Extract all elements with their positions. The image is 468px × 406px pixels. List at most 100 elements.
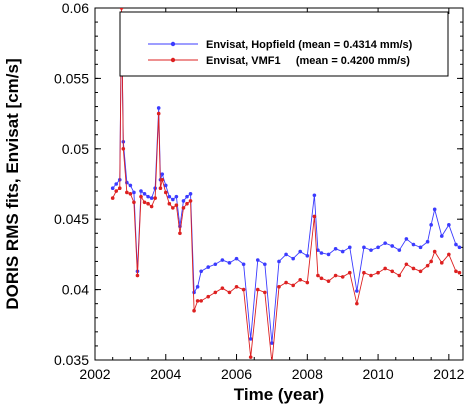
data-point-hopfield xyxy=(171,197,175,202)
data-point-vmf1 xyxy=(114,189,119,193)
data-point-hopfield xyxy=(404,237,409,241)
data-point-hopfield xyxy=(110,186,115,191)
data-point-hopfield xyxy=(149,196,154,200)
data-point-vmf1 xyxy=(432,249,437,254)
data-point-hopfield xyxy=(355,289,359,293)
data-point-hopfield xyxy=(199,269,203,274)
data-point-hopfield xyxy=(263,262,267,267)
data-point-vmf1 xyxy=(227,290,232,295)
data-point-vmf1 xyxy=(319,276,324,281)
data-point-vmf1 xyxy=(270,361,274,365)
x-tick-label: 2002 xyxy=(79,366,110,382)
data-point-vmf1 xyxy=(355,301,359,306)
data-point-vmf1 xyxy=(163,190,168,195)
data-point-hopfield xyxy=(429,223,433,227)
data-point-hopfield xyxy=(114,182,119,186)
data-point-vmf1 xyxy=(255,287,260,292)
x-tick-label: 2012 xyxy=(433,366,464,382)
y-tick-label: 0.055 xyxy=(54,70,89,86)
data-point-hopfield xyxy=(291,256,295,261)
data-point-hopfield xyxy=(160,172,165,176)
data-point-vmf1 xyxy=(153,196,157,200)
data-point-hopfield xyxy=(139,189,143,193)
x-tick-label: 2010 xyxy=(362,366,393,382)
data-point-vmf1 xyxy=(158,186,163,191)
data-point-vmf1 xyxy=(178,231,182,236)
data-point-hopfield xyxy=(447,223,451,227)
data-point-vmf1 xyxy=(425,263,430,268)
data-point-vmf1 xyxy=(234,284,239,289)
data-point-vmf1 xyxy=(213,290,218,295)
y-tick-label: 0.035 xyxy=(54,352,89,368)
data-point-vmf1 xyxy=(199,299,203,303)
data-point-hopfield xyxy=(167,194,172,199)
data-point-hopfield xyxy=(362,245,366,250)
data-point-hopfield xyxy=(376,245,380,250)
data-point-vmf1 xyxy=(333,273,338,278)
data-point-hopfield xyxy=(411,242,416,247)
data-point-vmf1 xyxy=(383,266,387,271)
data-point-hopfield xyxy=(316,248,320,252)
data-point-hopfield xyxy=(156,106,161,110)
y-tick-label: 0.05 xyxy=(62,141,89,157)
x-tick-label: 2008 xyxy=(292,366,323,382)
data-point-hopfield xyxy=(319,251,324,255)
data-point-hopfield xyxy=(347,245,352,250)
y-tick-label: 0.045 xyxy=(54,211,89,227)
data-point-vmf1 xyxy=(298,277,303,282)
data-point-hopfield xyxy=(326,252,331,257)
y-tick-label: 0.04 xyxy=(62,282,89,298)
data-point-vmf1 xyxy=(117,186,122,191)
data-point-vmf1 xyxy=(418,269,423,274)
legend: Envisat, Hopfield (mean = 0.4314 mm/s) E… xyxy=(119,11,449,77)
data-point-vmf1 xyxy=(404,262,409,267)
data-point-vmf1 xyxy=(110,196,115,200)
data-point-vmf1 xyxy=(167,201,172,206)
data-point-hopfield xyxy=(397,248,402,252)
data-point-hopfield xyxy=(195,284,200,289)
data-point-vmf1 xyxy=(263,290,267,295)
data-point-hopfield xyxy=(425,239,430,244)
data-point-vmf1 xyxy=(128,192,133,196)
data-point-vmf1 xyxy=(185,201,189,206)
legend-label-hopfield: Envisat, Hopfield (mean = 0.4314 mm/s) xyxy=(206,39,413,51)
data-point-vmf1 xyxy=(206,294,211,299)
data-point-hopfield xyxy=(220,258,225,262)
data-point-hopfield xyxy=(128,183,133,188)
data-point-vmf1 xyxy=(156,111,161,116)
data-point-hopfield xyxy=(132,190,136,195)
data-point-vmf1 xyxy=(284,280,288,285)
data-point-hopfield xyxy=(457,245,462,250)
data-point-vmf1 xyxy=(362,270,366,275)
data-point-vmf1 xyxy=(132,200,136,205)
data-point-vmf1 xyxy=(142,200,147,205)
x-tick-label: 2006 xyxy=(221,366,252,382)
data-point-vmf1 xyxy=(447,252,451,257)
x-tick-label: 2004 xyxy=(150,366,181,382)
y-axis-title: DORIS RMS fits, Envisat [cm/s] xyxy=(3,58,22,309)
data-point-vmf1 xyxy=(195,299,200,303)
data-point-hopfield xyxy=(181,199,186,203)
data-point-hopfield xyxy=(146,194,150,199)
data-point-hopfield xyxy=(277,259,281,264)
data-point-vmf1 xyxy=(277,284,281,289)
data-point-vmf1 xyxy=(241,287,246,292)
data-point-vmf1 xyxy=(411,266,416,271)
data-point-hopfield xyxy=(227,261,232,265)
series-layer xyxy=(110,8,462,365)
data-point-hopfield xyxy=(284,252,288,257)
data-point-vmf1 xyxy=(121,147,126,151)
data-point-hopfield xyxy=(163,183,168,188)
data-point-vmf1 xyxy=(347,270,352,275)
data-point-vmf1 xyxy=(316,273,320,278)
data-point-vmf1 xyxy=(305,280,310,285)
data-point-hopfield xyxy=(333,246,338,251)
legend-marker-vmf1 xyxy=(170,57,176,63)
data-point-vmf1 xyxy=(457,270,462,275)
legend-marker-hopfield xyxy=(170,41,176,47)
data-point-vmf1 xyxy=(454,269,458,274)
data-point-vmf1 xyxy=(192,308,196,313)
data-point-hopfield xyxy=(305,254,310,258)
data-point-vmf1 xyxy=(220,286,225,290)
